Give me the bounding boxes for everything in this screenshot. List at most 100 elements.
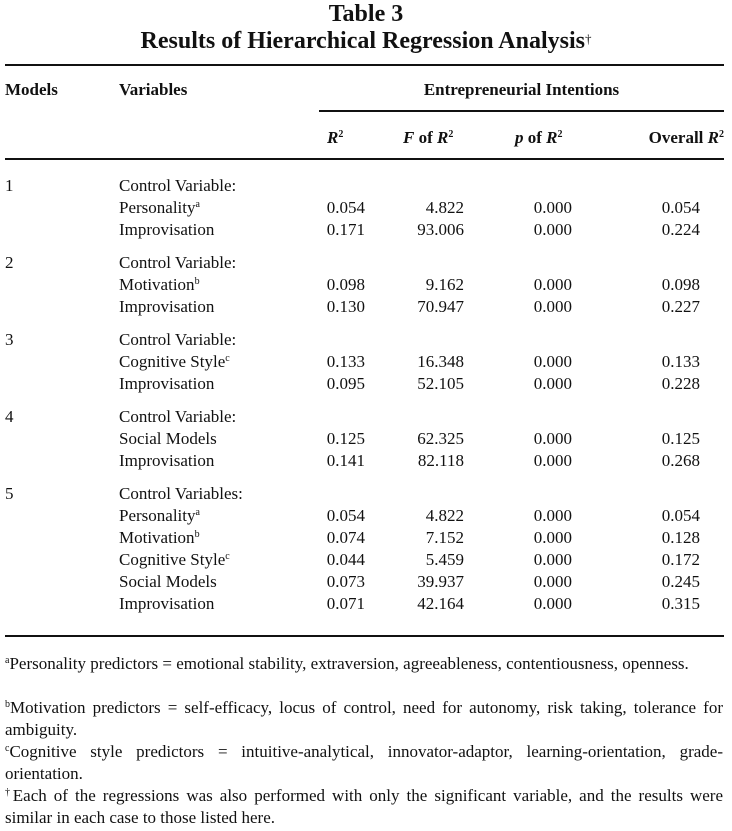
title-footnote-mark: † xyxy=(584,31,592,46)
cell-r2: 0.133 xyxy=(326,352,365,371)
cell-variable-text: Motivation xyxy=(119,528,195,547)
cell-variable: Motivationb xyxy=(119,527,200,549)
header-f-of-r2: F of R2 xyxy=(403,128,454,147)
cell-r2: 0.054 xyxy=(326,198,365,217)
cell-p-of-r2: 0.000 xyxy=(533,594,572,613)
header-r2: R2 xyxy=(327,128,344,147)
header-variables: Variables xyxy=(119,80,188,99)
cell-variable: Improvisation xyxy=(119,373,214,395)
cell-variable-text: Improvisation xyxy=(119,297,215,316)
cell-r2: 0.098 xyxy=(326,275,365,294)
cell-variable: Personalitya xyxy=(119,197,200,219)
footnote-b: bMotivation predictors = self-efficacy, … xyxy=(5,698,723,739)
cell-variable-text: Social Models xyxy=(119,572,217,591)
cell-model: 5 xyxy=(5,484,14,503)
cell-p-of-r2: 0.000 xyxy=(533,550,572,569)
footnote-c: cCognitive style predictors = intuitive-… xyxy=(5,742,723,783)
cell-variable: Motivationb xyxy=(119,274,200,296)
cell-p-of-r2: 0.000 xyxy=(533,220,572,239)
cell-variable-text: Control Variable: xyxy=(119,253,237,272)
cell-variable-text: Personality xyxy=(119,198,196,217)
cell-p-of-r2: 0.000 xyxy=(533,506,572,525)
cell-overall-r2: 0.054 xyxy=(661,198,700,217)
cell-p-of-r2: 0.000 xyxy=(533,451,572,470)
cell-f-of-r2: 52.105 xyxy=(417,374,464,393)
cell-overall-r2: 0.268 xyxy=(661,451,700,470)
cell-r2: 0.095 xyxy=(326,374,365,393)
cell-f-of-r2: 7.152 xyxy=(425,528,464,547)
header-p-of-r2: p of R2 xyxy=(515,128,563,147)
group-rule xyxy=(319,110,724,112)
footnote-a: aPersonality predictors = emotional stab… xyxy=(5,654,689,673)
cell-overall-r2: 0.125 xyxy=(661,429,700,448)
cell-variable: Cognitive Stylec xyxy=(119,549,230,571)
cell-variable-text: Improvisation xyxy=(119,374,215,393)
header-bottom-rule xyxy=(5,158,724,160)
cell-f-of-r2: 42.164 xyxy=(417,594,464,613)
cell-model: 4 xyxy=(5,407,14,426)
cell-variable-text: Control Variables: xyxy=(119,484,243,503)
table-title: Results of Hierarchical Regression Analy… xyxy=(0,27,732,55)
cell-r2: 0.141 xyxy=(326,451,365,470)
cell-variable-text: Improvisation xyxy=(119,594,215,613)
header-overall-r2: Overall R2 xyxy=(648,128,724,147)
cell-p-of-r2: 0.000 xyxy=(533,572,572,591)
cell-f-of-r2: 4.822 xyxy=(425,506,464,525)
cell-p-of-r2: 0.000 xyxy=(533,275,572,294)
cell-variable: Control Variable: xyxy=(119,175,236,197)
top-rule xyxy=(5,64,724,66)
cell-variable-text: Motivation xyxy=(119,275,195,294)
footnote-dagger: †Each of the regressions was also perfor… xyxy=(5,786,723,827)
cell-variable: Improvisation xyxy=(119,296,214,318)
cell-p-of-r2: 0.000 xyxy=(533,352,572,371)
cell-r2: 0.073 xyxy=(326,572,365,591)
cell-f-of-r2: 62.325 xyxy=(417,429,464,448)
footnote-mark: a xyxy=(195,199,200,210)
footnote-mark: b xyxy=(194,276,200,287)
header-models: Models xyxy=(5,80,58,99)
cell-p-of-r2: 0.000 xyxy=(533,198,572,217)
cell-r2: 0.071 xyxy=(326,594,365,613)
cell-model: 2 xyxy=(5,253,14,272)
cell-f-of-r2: 5.459 xyxy=(425,550,464,569)
cell-variable: Cognitive Stylec xyxy=(119,351,230,373)
cell-f-of-r2: 93.006 xyxy=(417,220,464,239)
cell-variable: Social Models xyxy=(119,428,217,450)
table-number: Table 3 xyxy=(328,1,404,27)
cell-p-of-r2: 0.000 xyxy=(533,297,572,316)
cell-overall-r2: 0.054 xyxy=(661,506,700,525)
footnote-mark: c xyxy=(225,551,230,562)
cell-r2: 0.044 xyxy=(326,550,365,569)
footnote-mark: a xyxy=(195,507,200,518)
cell-model: 3 xyxy=(5,330,14,349)
cell-r2: 0.074 xyxy=(326,528,365,547)
cell-variable-text: Personality xyxy=(119,506,196,525)
cell-overall-r2: 0.245 xyxy=(661,572,700,591)
cell-variable: Control Variable: xyxy=(119,406,236,428)
cell-variable: Personalitya xyxy=(119,505,200,527)
cell-r2: 0.054 xyxy=(326,506,365,525)
cell-overall-r2: 0.098 xyxy=(661,275,700,294)
cell-overall-r2: 0.128 xyxy=(661,528,700,547)
cell-f-of-r2: 4.822 xyxy=(425,198,464,217)
cell-variable: Social Models xyxy=(119,571,217,593)
cell-variable: Improvisation xyxy=(119,593,214,615)
cell-f-of-r2: 70.947 xyxy=(417,297,464,316)
cell-variable: Improvisation xyxy=(119,450,214,472)
footnote-mark: b xyxy=(194,529,200,540)
cell-f-of-r2: 9.162 xyxy=(425,275,464,294)
cell-p-of-r2: 0.000 xyxy=(533,528,572,547)
cell-variable-text: Improvisation xyxy=(119,451,215,470)
cell-p-of-r2: 0.000 xyxy=(533,374,572,393)
cell-r2: 0.130 xyxy=(326,297,365,316)
cell-variable-text: Cognitive Style xyxy=(119,550,226,569)
header-entrepreneurial-intentions: Entrepreneurial Intentions xyxy=(423,80,620,99)
cell-variable-text: Improvisation xyxy=(119,220,215,239)
cell-overall-r2: 0.224 xyxy=(661,220,700,239)
table-title-text: Results of Hierarchical Regression Analy… xyxy=(140,28,585,54)
cell-overall-r2: 0.315 xyxy=(661,594,700,613)
cell-overall-r2: 0.227 xyxy=(661,297,700,316)
cell-overall-r2: 0.172 xyxy=(661,550,700,569)
cell-model: 1 xyxy=(5,176,14,195)
cell-f-of-r2: 16.348 xyxy=(417,352,464,371)
